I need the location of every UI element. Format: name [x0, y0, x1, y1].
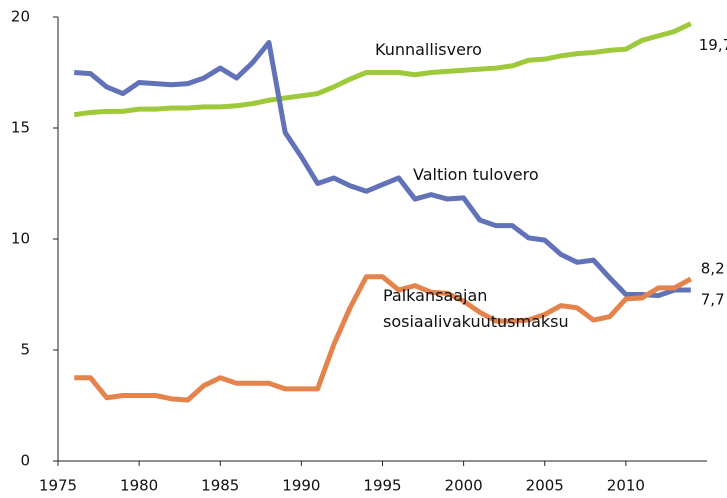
y-tick-label: 5 [20, 341, 30, 359]
line-series [74, 40, 691, 299]
series-label: Valtion tulovero [413, 165, 539, 184]
x-tick-label: 1990 [282, 477, 320, 495]
line-series [74, 274, 692, 403]
x-tick-label: 1985 [201, 477, 239, 495]
x-tick-label: 2000 [445, 477, 483, 495]
x-tick-label: 2010 [607, 477, 645, 495]
y-tick-label: 20 [11, 8, 30, 26]
series-label: Palkansaajan sosiaalivakuutusmaksu [383, 286, 569, 331]
y-tick-label: 0 [20, 452, 30, 470]
y-tick-label: 10 [11, 230, 30, 248]
end-value-label: 19,7 [699, 36, 727, 54]
x-tick-label: 1975 [39, 477, 77, 495]
x-tick-label: 1995 [363, 477, 401, 495]
line-series [73, 21, 692, 118]
series-label: Kunnallisvero [375, 40, 482, 59]
y-tick-label: 15 [11, 119, 30, 137]
end-value-label: 7,7 [701, 291, 725, 309]
end-value-label: 8,2 [701, 259, 725, 277]
x-tick-label: 1980 [120, 477, 158, 495]
x-tick-label: 2005 [526, 477, 564, 495]
